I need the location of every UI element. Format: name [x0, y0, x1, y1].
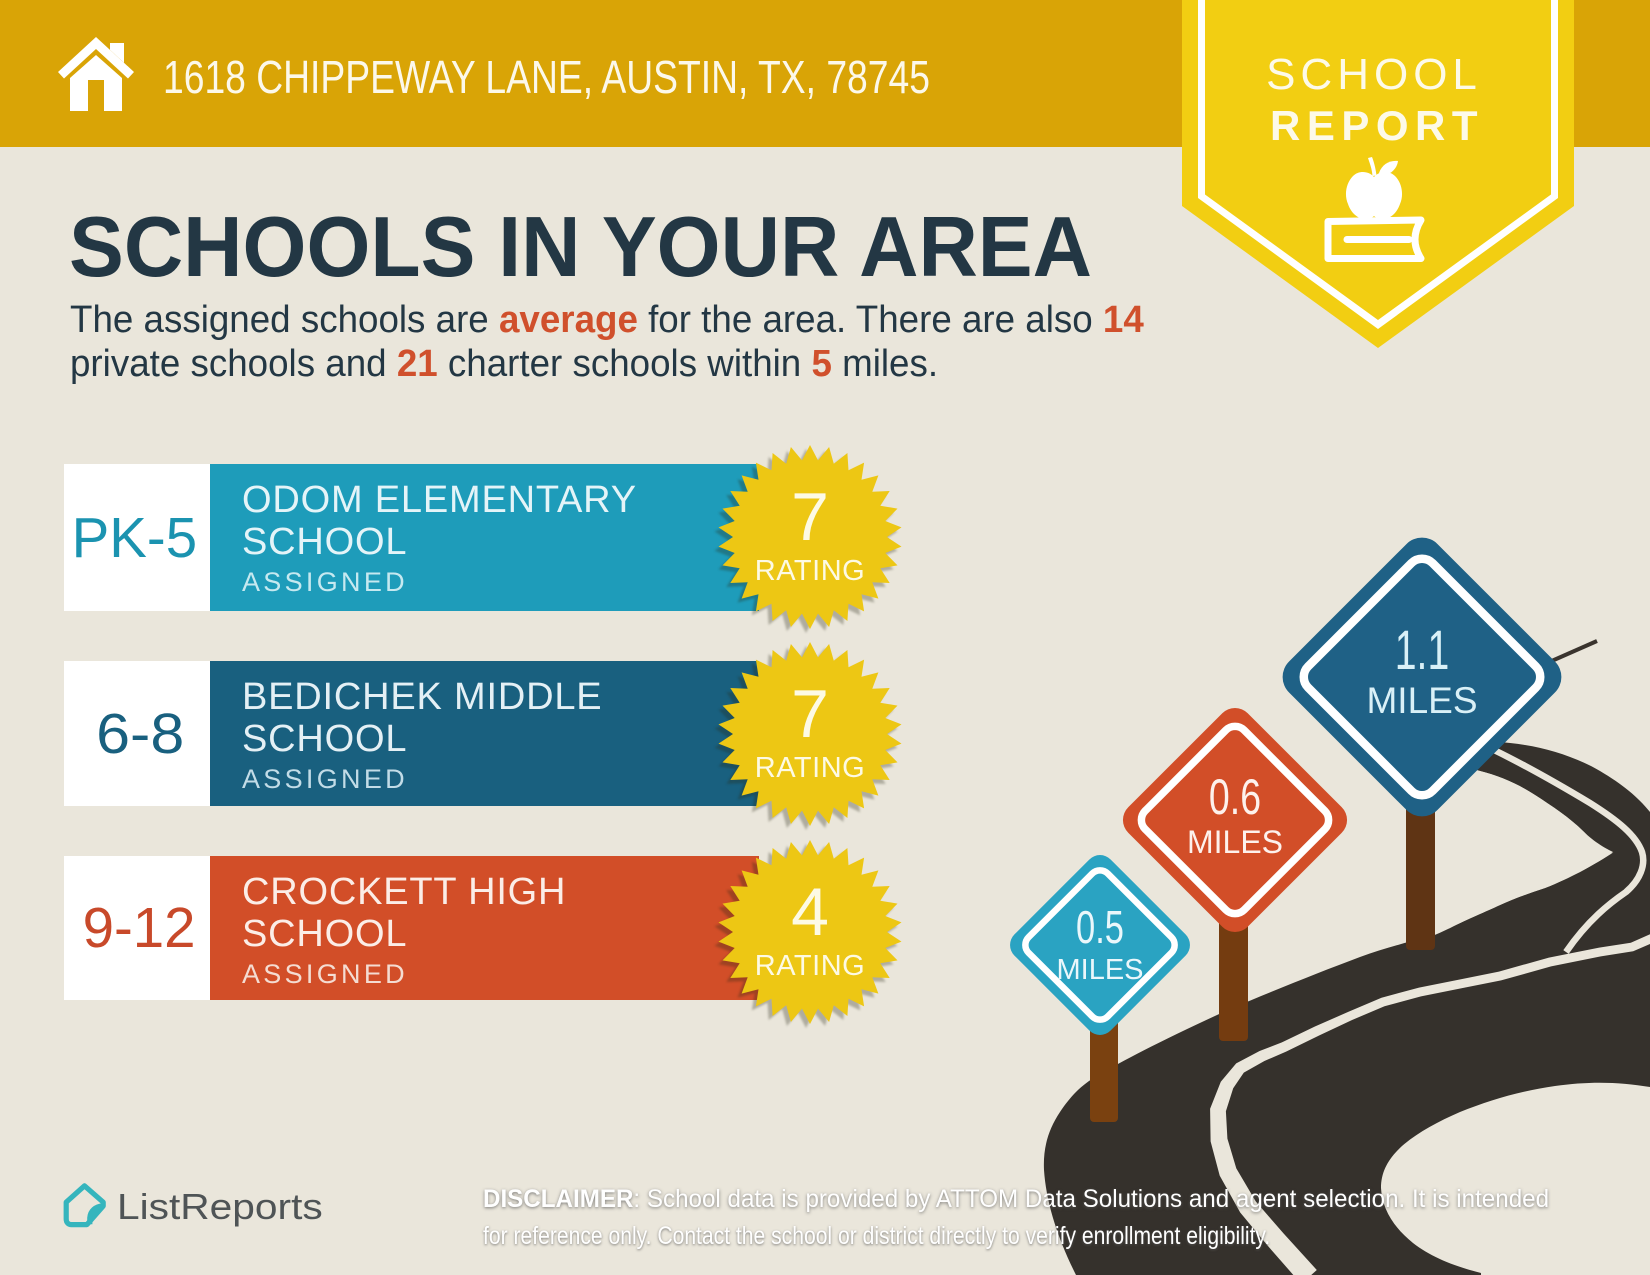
svg-text:RATING: RATING [755, 950, 865, 982]
svg-text:7: 7 [791, 479, 829, 555]
svg-text:MILES: MILES [1187, 824, 1283, 860]
svg-text:4: 4 [791, 874, 829, 950]
svg-text:RATING: RATING [755, 752, 865, 784]
svg-text:0.6: 0.6 [1209, 770, 1261, 825]
svg-text:SCHOOL: SCHOOL [1266, 50, 1482, 99]
svg-text:MILES: MILES [1056, 954, 1143, 986]
svg-text:RATING: RATING [755, 555, 865, 587]
svg-text:0.5: 0.5 [1076, 901, 1124, 953]
svg-text:REPORT: REPORT [1270, 102, 1484, 149]
svg-text:MILES: MILES [1366, 680, 1477, 721]
svg-text:1.1: 1.1 [1395, 619, 1449, 682]
svg-text:7: 7 [791, 676, 829, 752]
